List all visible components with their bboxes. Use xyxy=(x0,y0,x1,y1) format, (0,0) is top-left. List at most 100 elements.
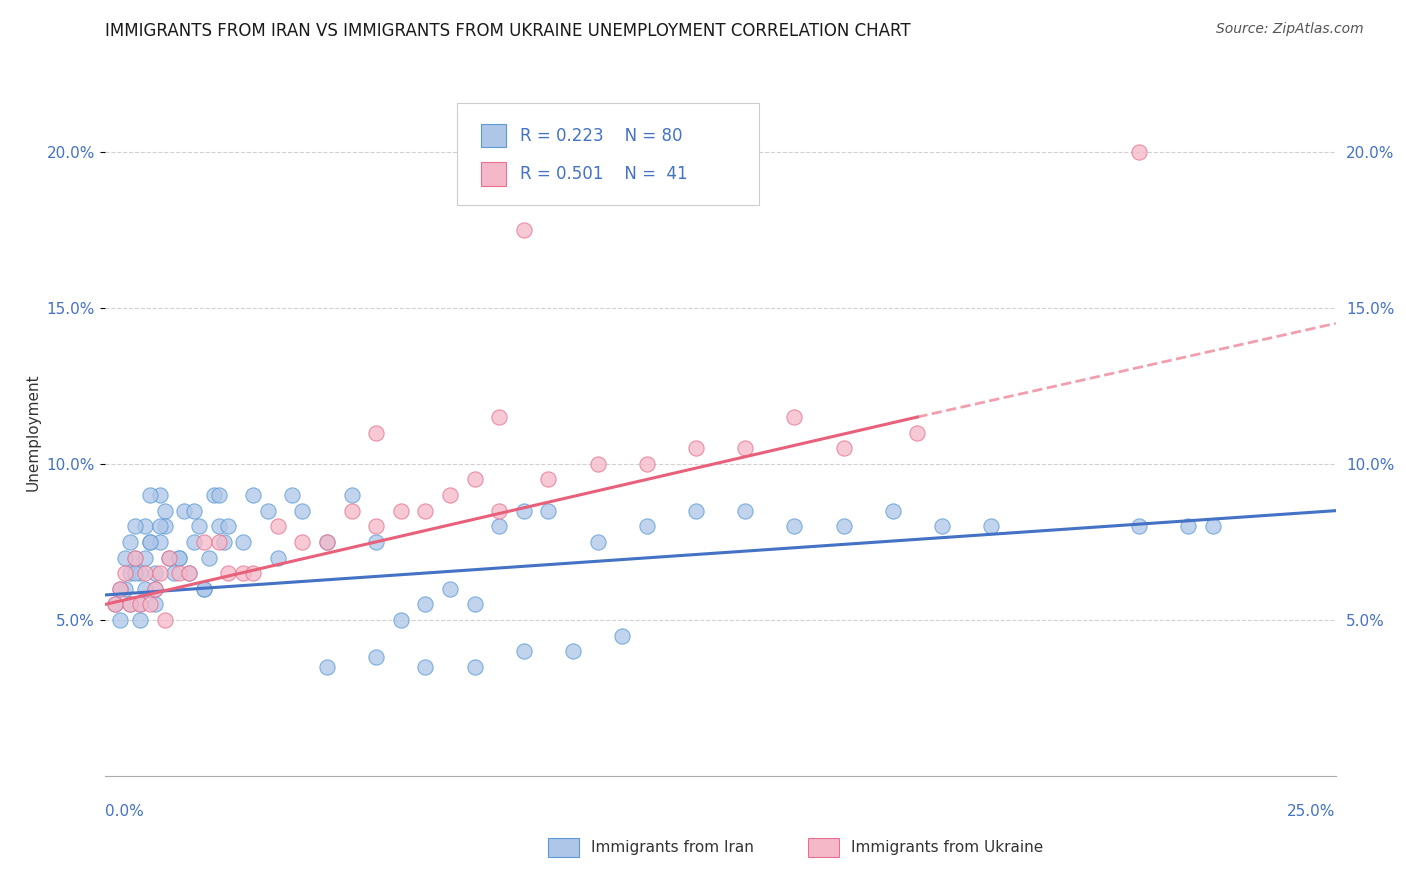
Point xyxy=(202,488,225,502)
Point xyxy=(882,503,904,517)
Point xyxy=(612,628,634,642)
Point xyxy=(832,442,855,455)
Text: 0.0%: 0.0% xyxy=(105,805,145,819)
Point xyxy=(931,519,953,533)
Point xyxy=(257,503,280,517)
Point xyxy=(143,566,166,581)
Point xyxy=(208,534,231,549)
Point xyxy=(389,613,412,627)
Point xyxy=(169,566,191,581)
Point xyxy=(129,566,152,581)
Point xyxy=(636,519,658,533)
Point xyxy=(267,519,290,533)
Point xyxy=(120,534,141,549)
Point xyxy=(139,598,162,612)
Point xyxy=(139,534,162,549)
Point xyxy=(415,660,437,674)
Point xyxy=(389,503,412,517)
Point xyxy=(586,534,609,549)
Point xyxy=(114,566,136,581)
Point xyxy=(169,550,191,565)
Point xyxy=(291,534,314,549)
Point xyxy=(832,519,855,533)
Point xyxy=(464,598,486,612)
Point xyxy=(120,566,141,581)
Point xyxy=(143,598,166,612)
Point xyxy=(124,519,146,533)
Point xyxy=(1201,519,1223,533)
Point xyxy=(537,472,560,486)
Point xyxy=(129,598,152,612)
Point xyxy=(193,582,215,596)
Point xyxy=(159,550,181,565)
Point xyxy=(120,598,141,612)
Text: Immigrants from Ukraine: Immigrants from Ukraine xyxy=(851,840,1043,855)
Point xyxy=(183,534,205,549)
Point xyxy=(124,566,146,581)
Point xyxy=(153,613,176,627)
Point xyxy=(153,503,176,517)
Point xyxy=(783,410,806,425)
Point xyxy=(139,534,162,549)
Point xyxy=(1128,145,1150,159)
Point xyxy=(513,503,536,517)
Y-axis label: Unemployment: Unemployment xyxy=(27,374,41,491)
Point xyxy=(513,644,536,658)
Point xyxy=(129,598,152,612)
Point xyxy=(169,550,191,565)
Point xyxy=(281,488,304,502)
Point xyxy=(139,488,162,502)
Point xyxy=(179,566,201,581)
Point xyxy=(143,582,166,596)
Point xyxy=(537,503,560,517)
Point xyxy=(685,503,707,517)
Point xyxy=(134,550,156,565)
Point xyxy=(513,222,536,236)
Point xyxy=(124,550,146,565)
Point xyxy=(267,550,290,565)
Point xyxy=(315,534,337,549)
Point xyxy=(232,534,254,549)
Point xyxy=(366,650,388,665)
Point xyxy=(315,660,337,674)
Point xyxy=(197,550,221,565)
Point xyxy=(134,582,156,596)
Point xyxy=(366,534,388,549)
Point xyxy=(104,598,127,612)
Point xyxy=(179,566,201,581)
Point xyxy=(415,503,437,517)
Point xyxy=(734,442,756,455)
Point xyxy=(193,534,215,549)
Point xyxy=(340,503,363,517)
Point xyxy=(464,472,486,486)
Text: Immigrants from Iran: Immigrants from Iran xyxy=(591,840,754,855)
Point xyxy=(208,519,231,533)
Point xyxy=(232,566,254,581)
Point xyxy=(110,613,132,627)
Point xyxy=(208,488,231,502)
Point xyxy=(242,488,264,502)
Text: Source: ZipAtlas.com: Source: ZipAtlas.com xyxy=(1216,22,1364,37)
Point xyxy=(439,488,461,502)
Point xyxy=(366,519,388,533)
Point xyxy=(464,660,486,674)
Point xyxy=(291,503,314,517)
Point xyxy=(212,534,235,549)
Text: IMMIGRANTS FROM IRAN VS IMMIGRANTS FROM UKRAINE UNEMPLOYMENT CORRELATION CHART: IMMIGRANTS FROM IRAN VS IMMIGRANTS FROM … xyxy=(105,22,911,40)
Point xyxy=(114,550,136,565)
Point xyxy=(218,519,240,533)
Point xyxy=(124,550,146,565)
Point xyxy=(134,519,156,533)
Point xyxy=(415,598,437,612)
Point xyxy=(340,488,363,502)
Point xyxy=(159,550,181,565)
Point xyxy=(685,442,707,455)
Point xyxy=(488,410,510,425)
Point xyxy=(143,582,166,596)
Text: 25.0%: 25.0% xyxy=(1288,805,1336,819)
Point xyxy=(488,519,510,533)
Point xyxy=(218,566,240,581)
Point xyxy=(1128,519,1150,533)
Point xyxy=(315,534,337,549)
Point xyxy=(488,503,510,517)
